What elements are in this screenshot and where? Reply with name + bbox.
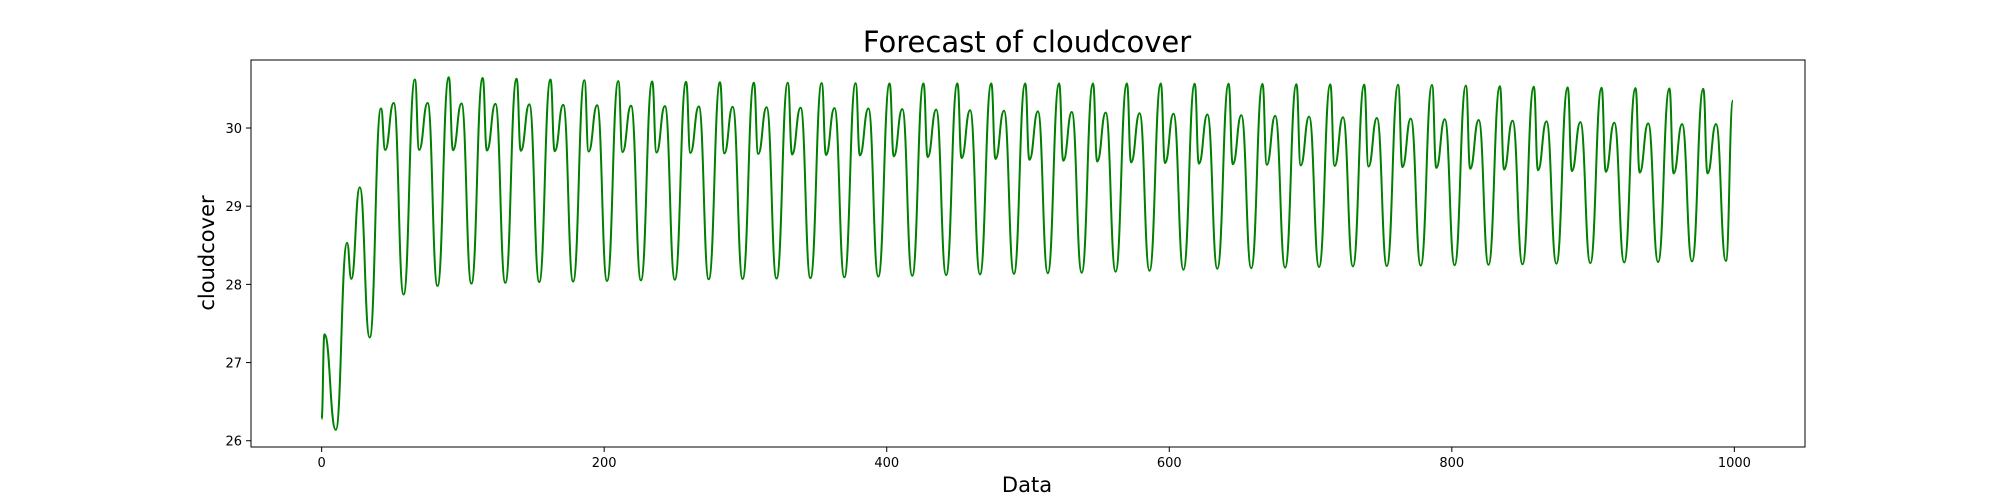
- chart-title: Forecast of cloudcover: [863, 25, 1191, 59]
- y-tick-label: 30: [225, 122, 242, 137]
- y-axis: 26 27 28 29 30: [225, 122, 251, 450]
- plot-area: [320, 76, 1734, 431]
- x-axis: 0 200 400 600 800 1000: [317, 447, 1751, 471]
- plot-frame: [250, 59, 1806, 448]
- y-tick-label: 26: [225, 435, 242, 450]
- x-tick-label: 800: [1439, 456, 1464, 471]
- x-tick-label: 1000: [1718, 456, 1751, 471]
- x-tick-label: 400: [874, 456, 899, 471]
- y-axis-title: cloudcover: [195, 195, 219, 311]
- x-axis-title: Data: [1002, 473, 1052, 497]
- x-tick-label: 200: [592, 456, 617, 471]
- y-tick-label: 28: [225, 278, 242, 293]
- x-tick-label: 600: [1157, 456, 1182, 471]
- y-tick-label: 27: [225, 357, 242, 372]
- x-tick-label: 0: [317, 456, 325, 471]
- series-line: [320, 76, 1734, 431]
- y-tick-label: 29: [225, 200, 242, 215]
